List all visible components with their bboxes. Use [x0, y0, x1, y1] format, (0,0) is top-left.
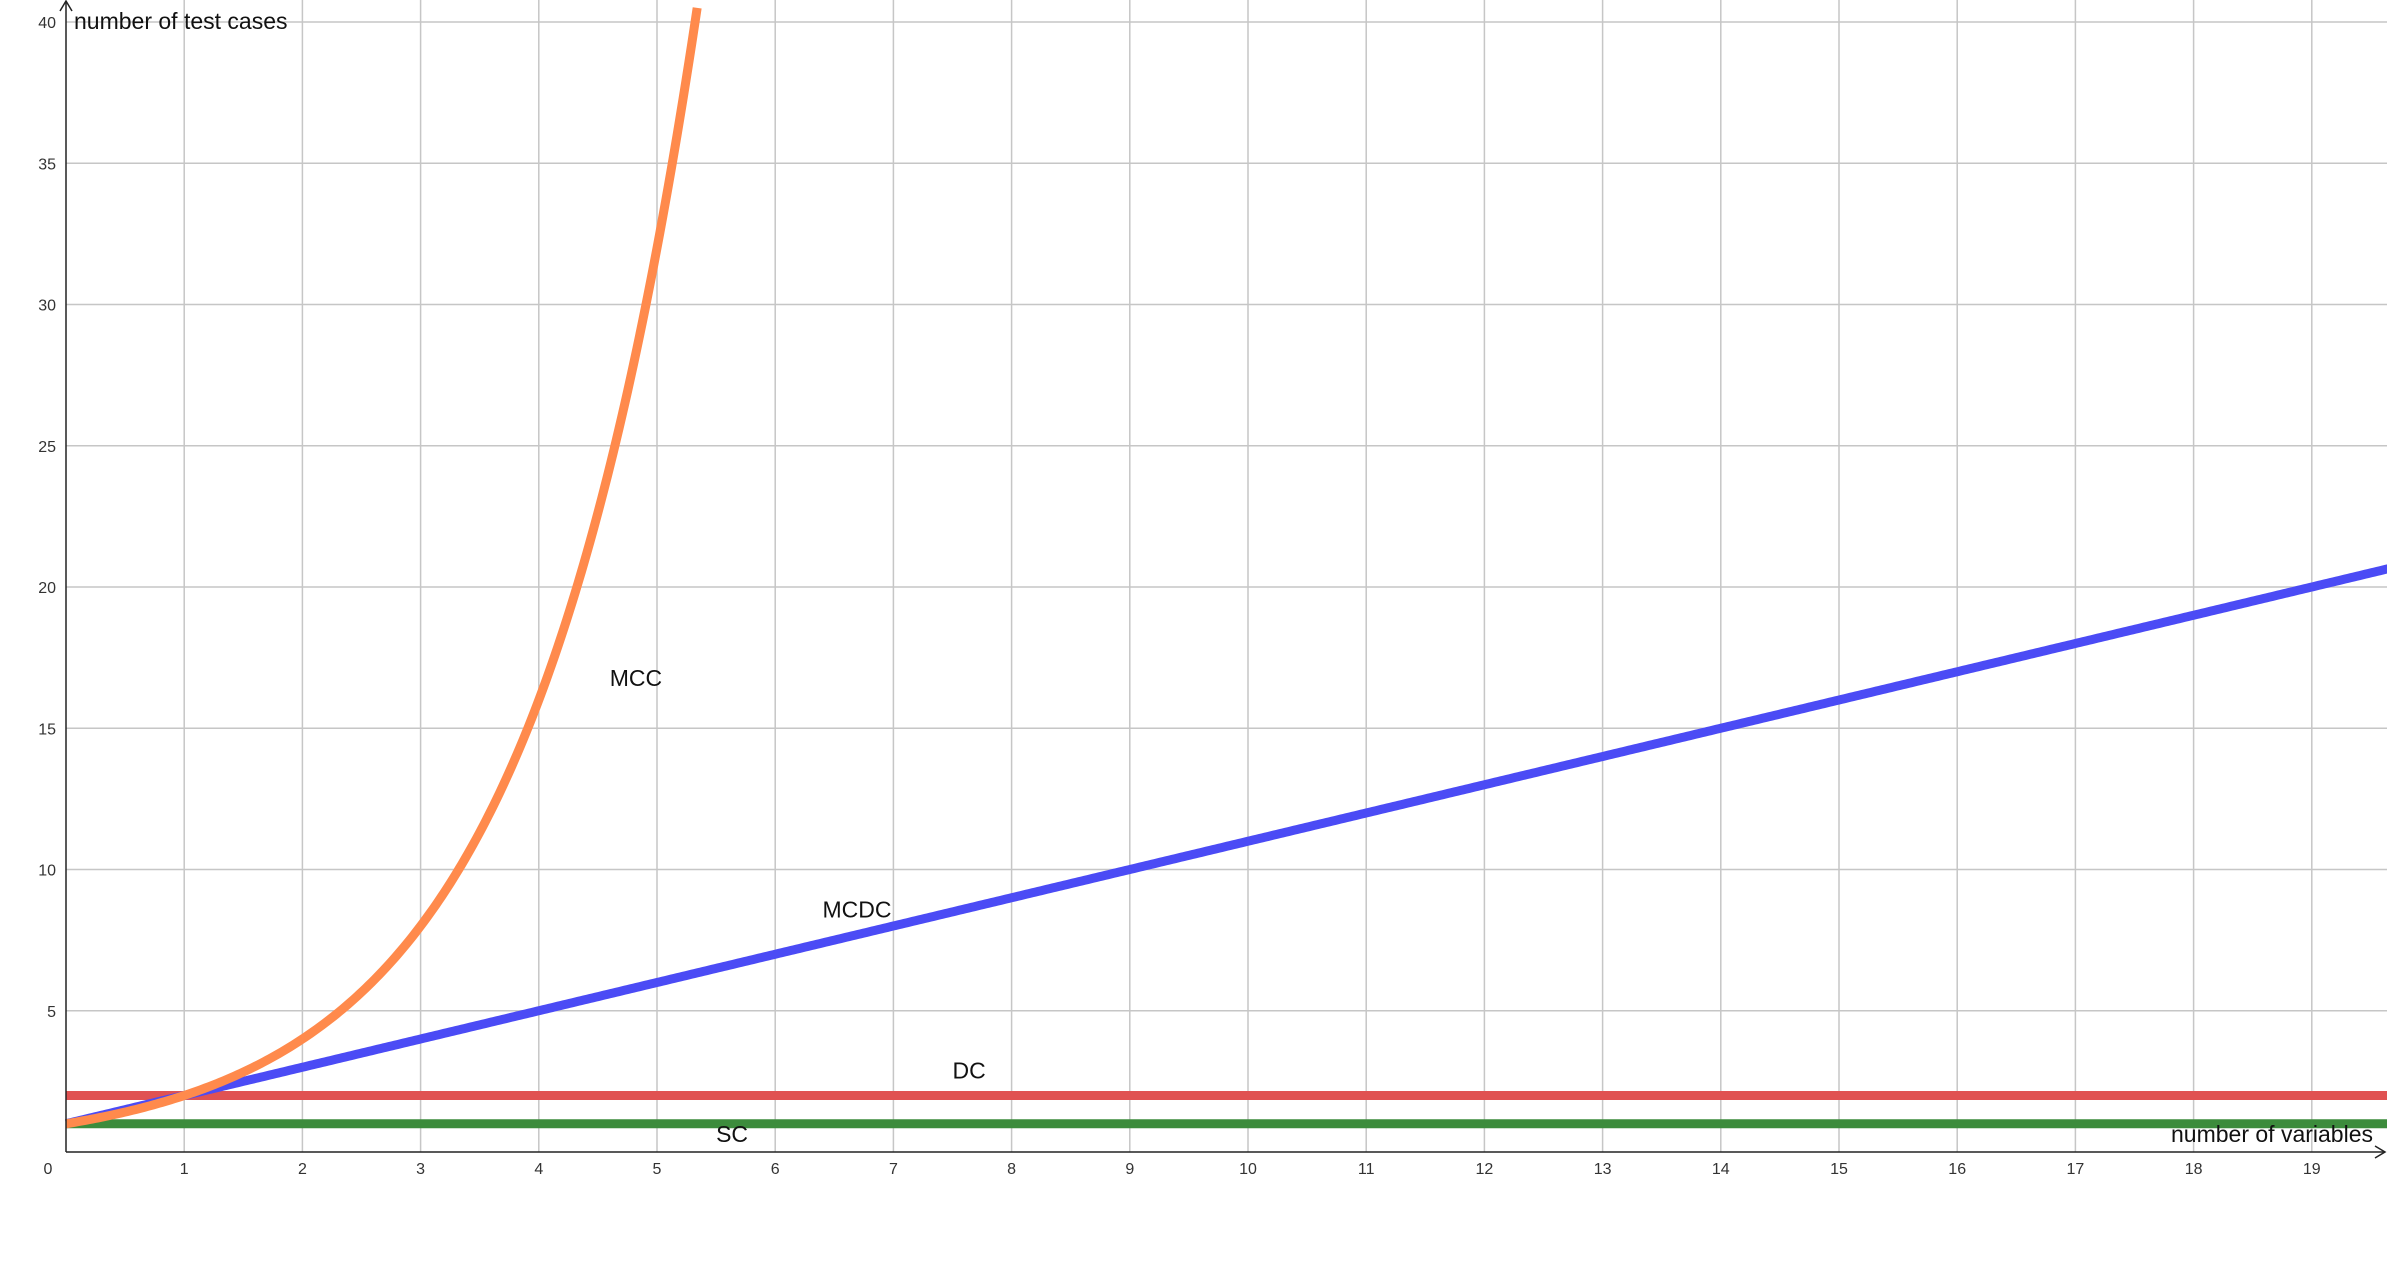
axes — [59, 0, 2387, 1159]
y-tick-label: 5 — [47, 1004, 56, 1021]
x-tick-label: 0 — [44, 1161, 53, 1178]
x-tick-label: 17 — [2067, 1161, 2085, 1178]
x-tick-label: 9 — [1125, 1161, 1134, 1178]
series-labels: MCC MCDC DC SC — [610, 665, 986, 1147]
x-tick-label: 14 — [1712, 1161, 1730, 1178]
grid — [66, 0, 2387, 1152]
x-axis-arrow — [2374, 1145, 2387, 1159]
x-tick-label: 13 — [1594, 1161, 1612, 1178]
y-axis-title: number of test cases — [74, 8, 288, 34]
x-tick-label: 19 — [2303, 1161, 2321, 1178]
x-tick-label: 6 — [771, 1161, 780, 1178]
series-line-mcdc — [64, 564, 2387, 1129]
x-tick-label: 2 — [298, 1161, 307, 1178]
series-layer — [64, 7, 2387, 1129]
y-tick-label: 15 — [38, 721, 56, 738]
series-label-mcc: MCC — [610, 665, 662, 691]
x-tick-label: 8 — [1007, 1161, 1016, 1178]
x-tick-label: 4 — [534, 1161, 543, 1178]
tick-labels: 0 1 2 3 4 5 6 7 8 9 10 11 12 13 14 15 16 17 18 195101520253… — [38, 15, 2321, 1178]
series-line-mcc — [64, 7, 702, 1129]
y-tick-label: 20 — [38, 580, 56, 597]
x-tick-label: 7 — [889, 1161, 898, 1178]
x-tick-label: 16 — [1948, 1161, 1966, 1178]
series-label-dc: DC — [953, 1058, 986, 1084]
x-tick-label: 1 — [180, 1161, 189, 1178]
x-axis-title: number of variables — [2171, 1121, 2373, 1147]
x-tick-label: 18 — [2185, 1161, 2203, 1178]
x-tick-label: 11 — [1358, 1161, 1375, 1178]
y-tick-label: 40 — [38, 15, 56, 32]
x-tick-label: 10 — [1239, 1161, 1257, 1178]
y-axis-arrow — [59, 0, 73, 12]
y-tick-label: 25 — [38, 439, 56, 456]
series-label-mcdc: MCDC — [822, 897, 891, 923]
y-tick-label: 30 — [38, 298, 56, 315]
x-tick-label: 15 — [1830, 1161, 1848, 1178]
x-tick-label: 12 — [1476, 1161, 1494, 1178]
x-tick-label: 3 — [416, 1161, 425, 1178]
series-label-sc: SC — [716, 1121, 748, 1147]
x-tick-label: 5 — [653, 1161, 662, 1178]
y-tick-label: 35 — [38, 156, 56, 173]
y-tick-label: 10 — [38, 863, 56, 880]
